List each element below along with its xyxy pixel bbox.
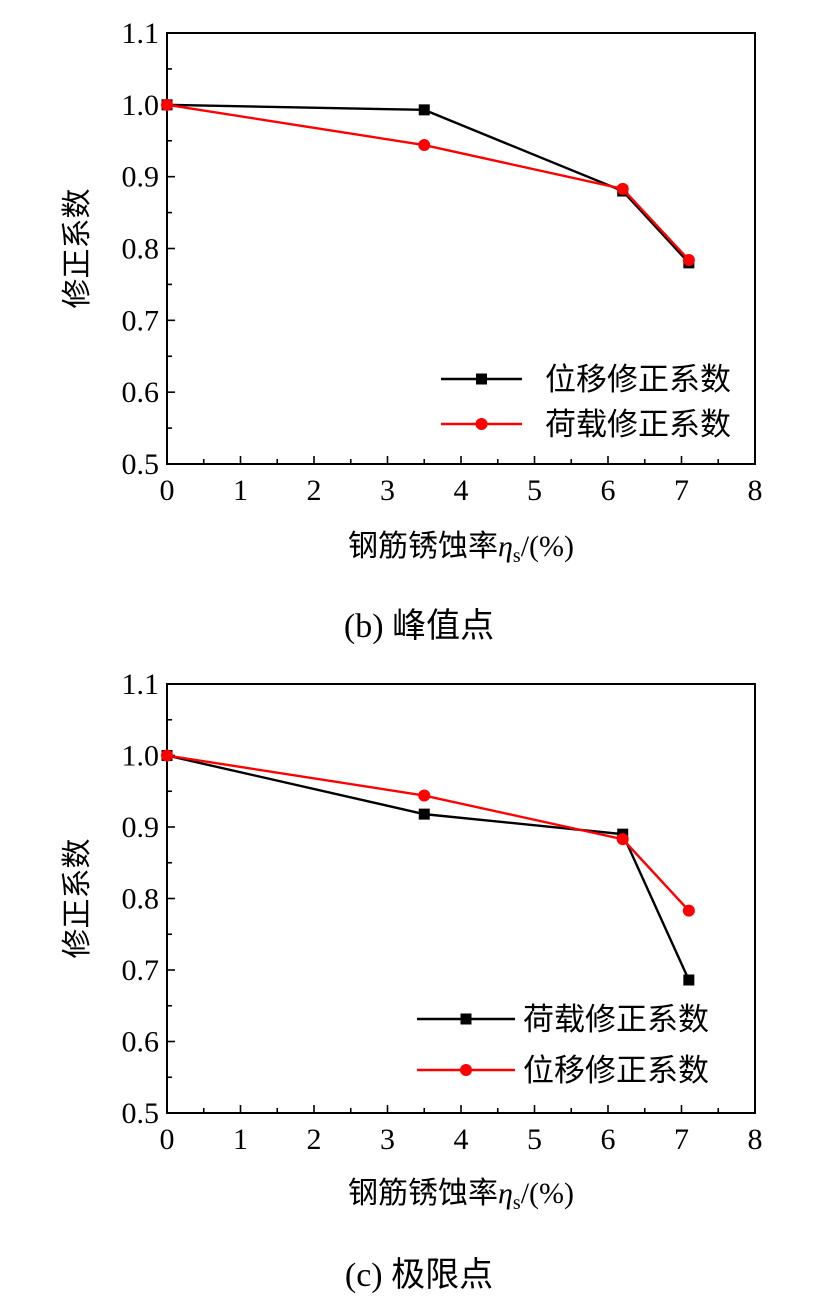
y-tick-label: 0.8 — [122, 233, 160, 266]
y-tick-label: 1.1 — [122, 17, 160, 50]
x-tick-label: 8 — [748, 474, 763, 507]
x-tick-label: 0 — [160, 1123, 175, 1156]
legend-marker-1 — [460, 1064, 472, 1076]
data-point-s1-3 — [682, 904, 695, 917]
x-tick-label: 5 — [527, 474, 542, 507]
data-point-s1-1 — [418, 139, 431, 152]
data-point-s1-2 — [616, 833, 629, 846]
x-tick-label: 7 — [674, 1123, 689, 1156]
legend-label-0: 荷载修正系数 — [523, 1002, 709, 1037]
data-point-s1-0 — [161, 98, 173, 111]
y-tick-label: 0.9 — [122, 161, 160, 194]
data-point-s1-2 — [616, 182, 629, 195]
x-tick-label: 2 — [307, 1123, 322, 1156]
y-tick-label: 0.9 — [122, 811, 160, 844]
y-tick-label: 1.1 — [122, 668, 160, 701]
x-tick-label: 8 — [748, 1123, 763, 1156]
y-tick-label: 0.7 — [122, 954, 160, 987]
x-tick-label: 1 — [233, 474, 248, 507]
legend-marker-0 — [460, 1013, 472, 1025]
y-tick-label: 0.8 — [122, 883, 160, 916]
chart-panel-1: 0 1 2 3 4 5 6 7 8 0.5 0.6 0.7 0.8 0.9 1.0 1.1 修正系数钢筋锈蚀率η… — [61, 668, 763, 1294]
legend-label-0: 位移修正系数 — [545, 362, 731, 397]
data-point-s0-1 — [418, 808, 430, 820]
series-line-1 — [166, 103, 690, 261]
x-axis-label: 钢筋锈蚀率ηs/(%) — [348, 1177, 574, 1214]
y-axis-label: 修正系数 — [61, 839, 94, 959]
data-point-s0-1 — [418, 104, 430, 116]
series-line-1 — [166, 754, 690, 912]
figure-caption: (c) 极限点 — [345, 1256, 493, 1294]
x-tick-label: 2 — [307, 474, 322, 507]
y-axis-label: 修正系数 — [61, 189, 94, 309]
x-tick-label: 0 — [160, 474, 175, 507]
x-tick-label: 4 — [454, 1123, 469, 1156]
x-tick-label: 3 — [380, 474, 395, 507]
legend-label-1: 荷载修正系数 — [545, 407, 731, 442]
series-line-0 — [166, 754, 690, 981]
series-line-0 — [166, 103, 690, 264]
x-tick-label: 3 — [380, 1123, 395, 1156]
y-tick-label: 0.7 — [122, 304, 160, 337]
x-tick-label: 7 — [674, 474, 689, 507]
x-tick-label: 6 — [601, 1123, 616, 1156]
x-tick-label: 4 — [454, 474, 469, 507]
legend-marker-1 — [475, 418, 488, 430]
data-point-s1-3 — [682, 253, 695, 266]
x-tick-label: 6 — [601, 474, 616, 507]
y-tick-label: 0.6 — [122, 1026, 160, 1059]
legend-marker-0 — [476, 373, 487, 385]
y-tick-label: 0.6 — [122, 376, 160, 409]
plot-frame — [166, 32, 756, 465]
y-tick-label: 0.5 — [122, 448, 160, 481]
x-tick-label: 1 — [233, 1123, 248, 1156]
data-point-s1-0 — [161, 749, 173, 762]
plot-frame — [166, 683, 756, 1114]
legend-label-1: 位移修正系数 — [523, 1053, 709, 1088]
chart-panel-0: 0 1 2 3 4 5 6 7 8 0.5 0.6 0.7 0.8 0.9 1.0 1.1 修正系数钢筋锈蚀率η… — [61, 17, 763, 645]
figure-caption: (b) 峰值点 — [344, 607, 494, 645]
x-tick-label: 5 — [527, 1123, 542, 1156]
y-tick-label: 1.0 — [122, 740, 160, 773]
data-point-s0-3 — [683, 974, 695, 986]
x-axis-label: 钢筋锈蚀率ηs/(%) — [348, 530, 574, 567]
y-tick-label: 1.0 — [122, 89, 160, 122]
y-tick-label: 0.5 — [122, 1097, 160, 1130]
data-point-s1-1 — [418, 789, 431, 802]
